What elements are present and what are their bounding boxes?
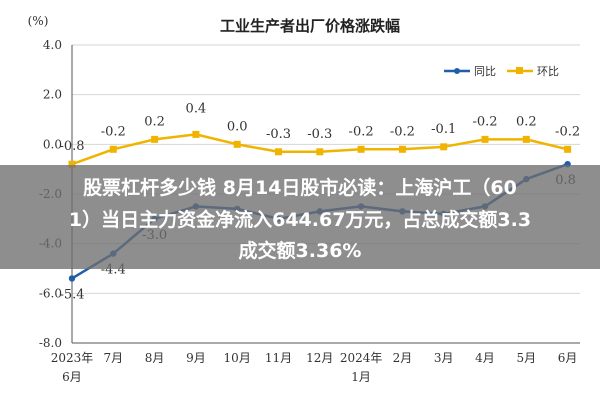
overlay-line-1: 股票杠杆多少钱 8月14日股市必读：上海沪工（60 bbox=[83, 177, 517, 199]
x-tick-label-line: 11月 bbox=[265, 351, 292, 365]
x-tick-label: 4月 bbox=[475, 351, 495, 365]
data-point bbox=[522, 135, 530, 143]
data-point bbox=[481, 135, 489, 143]
x-tick-label: 6月 bbox=[558, 351, 578, 365]
x-tick-label-line: 5月 bbox=[516, 351, 536, 365]
data-label: -0.8 bbox=[59, 139, 84, 154]
x-tick-label: 12月 bbox=[306, 351, 333, 365]
x-tick-label-line: 7月 bbox=[103, 351, 123, 365]
data-point bbox=[275, 148, 282, 156]
data-point bbox=[151, 135, 159, 143]
x-tick-label-line: 6月 bbox=[62, 370, 82, 384]
x-tick-label: 2023年 6月 bbox=[51, 351, 94, 384]
x-tick-label: 11月 bbox=[265, 351, 292, 365]
data-label: -5.4 bbox=[59, 287, 84, 302]
x-tick-label-line: 1月 bbox=[351, 370, 371, 384]
legend-mom-label: 环比 bbox=[537, 65, 559, 78]
x-tick-label: 10月 bbox=[224, 351, 251, 365]
x-tick-label-line: 2023年 bbox=[51, 351, 94, 365]
overlay-line-2: 1）当日主力资金净流入644.67万元，占总成交额3.3 bbox=[68, 209, 532, 231]
data-label: 0.0 bbox=[227, 119, 248, 134]
data-label: -0.3 bbox=[266, 127, 291, 142]
x-tick-label: 2月 bbox=[393, 351, 413, 365]
x-tick-labels: 2023年 6月 7月 8月 9月 10月 11月 12月 2024年 1月 2月 3月 4月 5月 6月 bbox=[51, 351, 578, 384]
data-label: -0.2 bbox=[555, 124, 580, 139]
data-label: -0.2 bbox=[390, 124, 415, 139]
data-point bbox=[192, 130, 200, 138]
data-label: -0.2 bbox=[472, 114, 497, 129]
legend-yoy-label: 同比 bbox=[474, 65, 496, 78]
y-tick-label: -8.0 bbox=[39, 336, 62, 350]
data-point bbox=[233, 140, 241, 148]
x-tick-label-line: 9月 bbox=[186, 351, 206, 365]
data-label: 0.2 bbox=[144, 114, 165, 129]
data-label: -0.1 bbox=[431, 122, 456, 137]
y-axis-unit: (%) bbox=[28, 14, 49, 28]
legend: 同比 环比 bbox=[444, 65, 559, 78]
y-tick-label: -6.0 bbox=[39, 286, 62, 300]
chart-title: 工业生产者出厂价格涨跌幅 bbox=[220, 17, 400, 35]
legend-mom-marker bbox=[516, 67, 523, 74]
data-point bbox=[68, 160, 76, 168]
x-tick-label: 5月 bbox=[516, 351, 536, 365]
y-tick-label: 4.0 bbox=[43, 38, 62, 52]
data-point bbox=[440, 143, 448, 151]
x-tick-label: 9月 bbox=[186, 351, 206, 365]
news-overlay-banner: 股票杠杆多少钱 8月14日股市必读：上海沪工（60 1）当日主力资金净流入644… bbox=[0, 165, 600, 269]
data-label: 0.4 bbox=[186, 101, 207, 116]
x-tick-label-line: 8月 bbox=[145, 351, 165, 365]
x-tick-label-line: 2月 bbox=[393, 351, 413, 365]
x-tick-label-line: 3月 bbox=[434, 351, 454, 365]
data-label: -0.3 bbox=[307, 127, 332, 142]
data-point bbox=[398, 145, 406, 153]
data-point bbox=[357, 145, 365, 153]
x-tick-label-line: 6月 bbox=[558, 351, 578, 365]
x-tick-label: 2024年 1月 bbox=[340, 351, 383, 384]
y-tick-label: 2.0 bbox=[43, 88, 62, 102]
overlay-line-3: 成交额3.36% bbox=[238, 240, 362, 262]
data-point bbox=[68, 275, 76, 282]
data-point bbox=[564, 145, 572, 153]
x-tick-label: 3月 bbox=[434, 351, 454, 365]
data-label: -0.2 bbox=[101, 124, 126, 139]
y-tick-label: 0.0 bbox=[43, 137, 62, 151]
x-tick-label-line: 10月 bbox=[224, 351, 251, 365]
legend-yoy-marker bbox=[454, 68, 460, 74]
data-point bbox=[109, 145, 117, 153]
data-label: -0.2 bbox=[349, 124, 374, 139]
x-tick-label-line: 4月 bbox=[475, 351, 495, 365]
x-tick-label: 8月 bbox=[145, 351, 165, 365]
data-point bbox=[316, 148, 324, 156]
x-tick-label-line: 2024年 bbox=[340, 351, 383, 365]
x-tick-label-line: 12月 bbox=[306, 351, 333, 365]
data-label: 0.2 bbox=[516, 114, 537, 129]
x-tick-label: 7月 bbox=[103, 351, 123, 365]
